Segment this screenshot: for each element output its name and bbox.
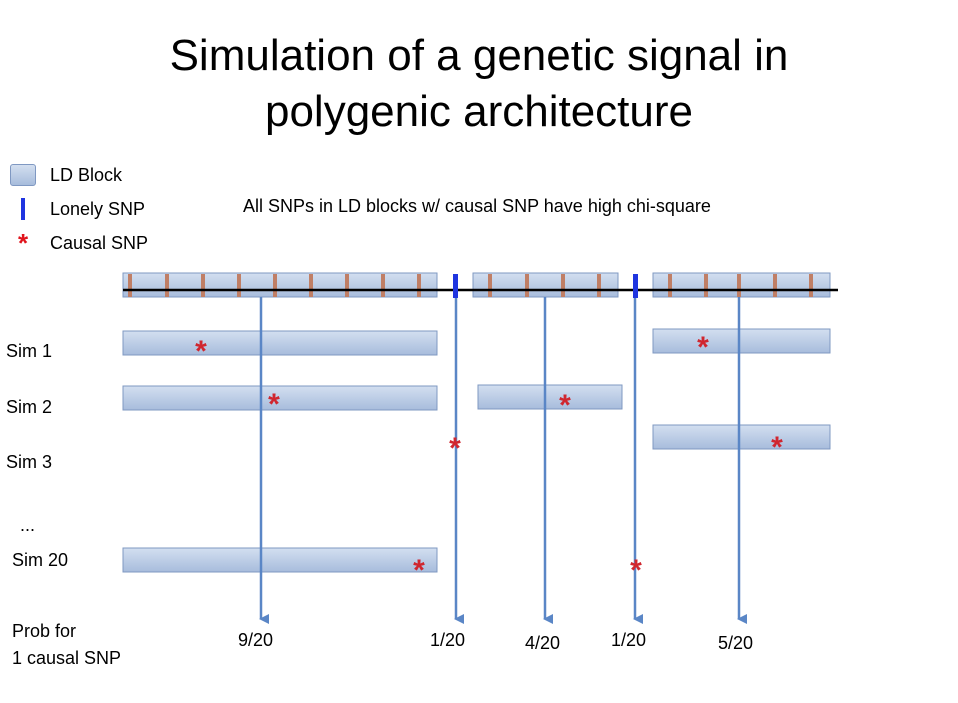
probability-arrows	[259, 297, 747, 624]
causal-snp-asterisk: *	[771, 431, 783, 464]
probability-value: 1/20	[430, 630, 466, 650]
row-label-ellipsis: ...	[20, 515, 36, 535]
sim3-ld-block	[652, 424, 831, 450]
causal-snp-asterisk: *	[630, 554, 642, 587]
title-line-1: Simulation of a genetic signal in	[169, 31, 789, 80]
title-line-2: polygenic architecture	[264, 87, 693, 136]
causal-snp-asterisk: *	[268, 388, 280, 421]
sim2-ld-block-b	[477, 384, 623, 410]
sim1-ld-block-b	[652, 328, 831, 354]
probability-value: 4/20	[525, 633, 561, 653]
causal-snp-asterisk: *	[697, 331, 709, 364]
ld-block-1	[122, 272, 438, 298]
chi-square-note: All SNPs in LD blocks w/ causal SNP have…	[243, 196, 711, 216]
ld-block-swatch	[10, 164, 36, 186]
legend-causal-snp: * Causal SNP	[10, 229, 148, 257]
row-label-sim20: Sim 20	[12, 550, 69, 570]
legend-ld-block: LD Block	[10, 161, 122, 189]
sim20-ld-block	[122, 547, 438, 573]
sim2-ld-block-a	[122, 385, 438, 411]
legend-ld-block-label: LD Block	[50, 164, 123, 185]
prob-label-line1: Prob for	[12, 621, 77, 641]
sim1-ld-block-a	[122, 330, 438, 356]
asterisk-icon: *	[17, 228, 29, 258]
lonely-snp-swatch	[21, 198, 25, 220]
legend-lonely-snp: Lonely SNP	[10, 195, 145, 223]
probability-value: 1/20	[611, 630, 647, 650]
row-label-sim1: Sim 1	[6, 341, 53, 361]
causal-snp-asterisk: *	[195, 335, 207, 368]
ld-block-3	[652, 272, 831, 298]
probability-value: 5/20	[718, 633, 754, 653]
row-label-sim2: Sim 2	[6, 397, 53, 417]
causal-snp-asterisk: *	[413, 554, 425, 587]
slide-title: Simulation of a genetic signal in polyge…	[0, 28, 958, 140]
causal-snp-asterisk: *	[449, 432, 461, 465]
lonely-snp-1	[453, 274, 458, 298]
legend-lonely-snp-label: Lonely SNP	[50, 198, 146, 219]
ld-block-2	[472, 272, 619, 298]
snp-ticks	[128, 274, 813, 297]
legend-causal-snp-label: Causal SNP	[50, 232, 149, 253]
prob-label-line2: 1 causal SNP	[12, 648, 122, 668]
probability-value: 9/20	[238, 630, 274, 650]
lonely-snp-2	[633, 274, 638, 298]
row-label-sim3: Sim 3	[6, 452, 53, 472]
causal-snp-asterisk: *	[559, 389, 571, 422]
